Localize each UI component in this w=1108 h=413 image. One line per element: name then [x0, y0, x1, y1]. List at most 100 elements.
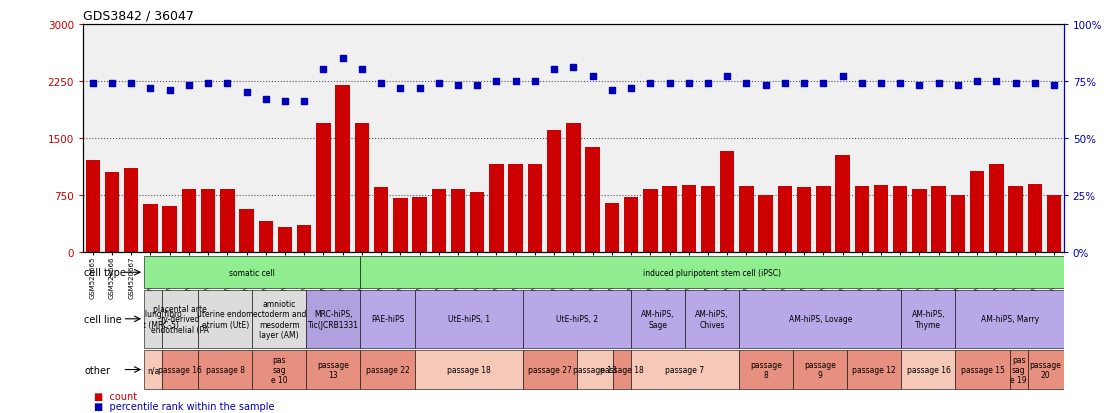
Point	[449, 83, 466, 90]
Bar	[970, 172, 984, 252]
Bar	[759, 195, 773, 252]
Bar	[547, 131, 562, 252]
Point	[545, 67, 563, 74]
Bar	[355, 123, 369, 252]
Bar	[630, 290, 685, 348]
Bar	[201, 190, 215, 252]
Bar	[414, 350, 523, 389]
Point	[161, 88, 178, 94]
Bar	[162, 350, 198, 389]
Point	[411, 85, 429, 92]
Bar	[144, 350, 162, 389]
Point	[776, 81, 793, 87]
Point	[796, 81, 813, 87]
Bar	[1027, 185, 1042, 252]
Bar	[848, 350, 902, 389]
Point	[680, 81, 698, 87]
Point	[334, 56, 351, 62]
Bar	[643, 189, 657, 252]
Bar	[144, 290, 162, 348]
Point	[718, 74, 736, 81]
Bar	[451, 190, 465, 252]
Bar	[297, 225, 311, 252]
Bar	[412, 197, 427, 252]
Bar	[955, 290, 1064, 348]
Point	[506, 78, 524, 85]
Point	[526, 78, 544, 85]
Bar	[700, 186, 715, 252]
Text: passage 22: passage 22	[366, 365, 409, 374]
Point	[142, 85, 160, 92]
Bar	[258, 222, 273, 252]
Bar	[253, 350, 306, 389]
Bar	[336, 85, 350, 252]
Point	[1045, 83, 1063, 90]
Bar	[585, 147, 599, 252]
Bar	[360, 350, 414, 389]
Text: AM-hiPS, Marry: AM-hiPS, Marry	[981, 315, 1038, 323]
Point	[757, 83, 774, 90]
Text: AM-hiPS, Lovage: AM-hiPS, Lovage	[789, 315, 852, 323]
Bar	[778, 186, 792, 252]
Bar	[663, 187, 677, 252]
Bar	[523, 350, 577, 389]
Point	[122, 81, 140, 87]
Point	[642, 81, 659, 87]
Bar	[163, 206, 177, 252]
Bar	[1009, 350, 1027, 389]
Point	[372, 81, 390, 87]
Text: other: other	[84, 365, 110, 375]
Point	[430, 81, 448, 87]
Point	[103, 81, 121, 87]
Bar	[739, 186, 753, 252]
Point	[237, 90, 255, 96]
Bar	[893, 186, 907, 252]
Bar	[989, 165, 1004, 252]
Point	[987, 78, 1005, 85]
Text: ■  count: ■ count	[94, 391, 137, 401]
Bar	[105, 173, 120, 252]
Point	[1007, 81, 1025, 87]
Point	[950, 83, 967, 90]
Point	[391, 85, 409, 92]
Point	[353, 67, 371, 74]
Point	[623, 85, 640, 92]
Bar	[720, 152, 735, 252]
Text: passage 27: passage 27	[527, 365, 572, 374]
Text: passage
8: passage 8	[750, 360, 782, 379]
Bar	[253, 290, 306, 348]
Point	[218, 81, 236, 87]
Bar	[797, 188, 811, 252]
Point	[296, 99, 314, 105]
Bar	[306, 290, 360, 348]
Text: UtE-hiPS, 2: UtE-hiPS, 2	[556, 315, 598, 323]
Text: GDS3842 / 36047: GDS3842 / 36047	[83, 9, 194, 22]
Text: AM-hiPS,
Sage: AM-hiPS, Sage	[642, 309, 675, 329]
Point	[660, 81, 678, 87]
Bar	[144, 257, 360, 288]
Bar	[874, 185, 889, 252]
Bar	[509, 165, 523, 252]
Point	[968, 78, 986, 85]
Bar	[613, 350, 630, 389]
Text: AM-hiPS,
Thyme: AM-hiPS, Thyme	[912, 309, 945, 329]
Text: passage 12: passage 12	[852, 365, 896, 374]
Bar	[490, 165, 504, 252]
Bar	[739, 350, 793, 389]
Text: passage 8: passage 8	[206, 365, 245, 374]
Text: placental arte
ry-derived
endothelial (PA: placental arte ry-derived endothelial (P…	[151, 304, 209, 334]
Bar	[681, 185, 696, 252]
Text: pas
sag
e 10: pas sag e 10	[271, 355, 288, 385]
Bar	[951, 196, 965, 252]
Bar	[360, 257, 1064, 288]
Point	[699, 81, 717, 87]
Text: cell line: cell line	[84, 314, 122, 324]
Text: passage 18: passage 18	[601, 365, 644, 374]
Point	[257, 97, 275, 103]
Text: PAE-hiPS: PAE-hiPS	[371, 315, 404, 323]
Point	[891, 81, 909, 87]
Point	[853, 81, 871, 87]
Text: passage 7: passage 7	[666, 365, 705, 374]
Text: n/a: n/a	[147, 365, 160, 374]
Point	[199, 81, 217, 87]
